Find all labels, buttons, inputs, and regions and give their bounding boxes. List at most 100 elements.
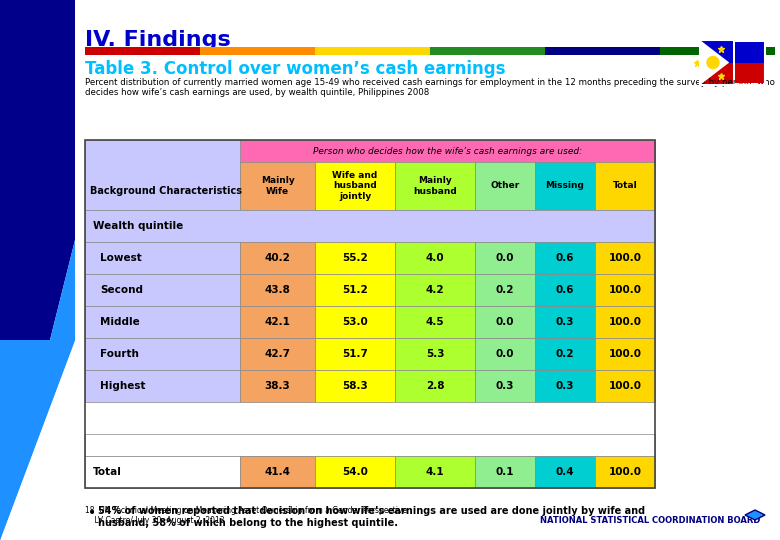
Bar: [85, 47, 200, 55]
Polygon shape: [700, 40, 729, 85]
Text: Percent distribution of currently married women age 15-49 who received cash earn: Percent distribution of currently marrie…: [85, 78, 775, 97]
Text: 100.0: 100.0: [608, 253, 641, 263]
Bar: [475, 338, 535, 370]
Bar: [700, 40, 765, 85]
Text: Wife and
husband
jointly: Wife and husband jointly: [332, 171, 378, 201]
Bar: [395, 370, 475, 402]
Text: Total: Total: [93, 468, 122, 477]
Text: 100.0: 100.0: [608, 285, 641, 295]
Bar: [660, 47, 775, 55]
Text: Fourth: Fourth: [100, 349, 139, 359]
Text: •: •: [88, 507, 96, 521]
Bar: [595, 370, 655, 402]
Text: 40.2: 40.2: [264, 253, 290, 263]
Bar: [395, 274, 475, 306]
Bar: [595, 274, 655, 306]
Bar: [85, 306, 240, 338]
Text: Background Characteristics: Background Characteristics: [90, 186, 242, 196]
Text: 42.7: 42.7: [264, 349, 290, 359]
Text: Lowest: Lowest: [100, 253, 142, 263]
Text: Mainly
husband: Mainly husband: [413, 176, 457, 195]
Bar: [475, 456, 535, 488]
Text: 100.0: 100.0: [608, 468, 641, 477]
Text: 43.8: 43.8: [264, 285, 290, 295]
Text: 0.4: 0.4: [555, 468, 574, 477]
Bar: [240, 338, 315, 370]
Bar: [315, 162, 395, 210]
Polygon shape: [0, 240, 75, 540]
Text: 0.6: 0.6: [555, 253, 574, 263]
Text: 0.3: 0.3: [496, 381, 514, 391]
Text: Mainly
Wife: Mainly Wife: [261, 176, 294, 195]
Text: 42.1: 42.1: [264, 317, 290, 327]
Text: 5.3: 5.3: [426, 349, 445, 359]
Bar: [85, 434, 655, 456]
Bar: [395, 338, 475, 370]
Bar: [240, 370, 315, 402]
Circle shape: [707, 57, 719, 69]
Text: 38.3: 38.3: [264, 381, 290, 391]
Text: 55.2: 55.2: [342, 253, 368, 263]
Text: Other: Other: [491, 181, 519, 191]
Bar: [535, 274, 595, 306]
Text: 4.1: 4.1: [426, 468, 445, 477]
Text: 0.1: 0.1: [496, 468, 514, 477]
Bar: [475, 274, 535, 306]
Bar: [595, 162, 655, 210]
Text: 0.2: 0.2: [496, 285, 514, 295]
Bar: [395, 242, 475, 274]
Bar: [315, 338, 395, 370]
Bar: [315, 47, 430, 55]
Polygon shape: [745, 510, 765, 520]
Text: 2.8: 2.8: [426, 381, 445, 391]
Bar: [595, 306, 655, 338]
Bar: [85, 274, 240, 306]
Text: 54.0: 54.0: [342, 468, 368, 477]
Text: Missing: Missing: [545, 181, 584, 191]
Bar: [700, 40, 732, 63]
Bar: [700, 63, 732, 85]
Text: 51.2: 51.2: [342, 285, 368, 295]
Bar: [200, 47, 315, 55]
Bar: [535, 242, 595, 274]
Text: 100.0: 100.0: [608, 317, 641, 327]
Text: 0.0: 0.0: [496, 253, 514, 263]
Text: 0.0: 0.0: [496, 349, 514, 359]
Bar: [395, 162, 475, 210]
Bar: [535, 306, 595, 338]
Bar: [475, 306, 535, 338]
Bar: [315, 456, 395, 488]
Bar: [85, 140, 655, 488]
Bar: [395, 306, 475, 338]
Bar: [430, 47, 545, 55]
Text: Middle: Middle: [100, 317, 140, 327]
Bar: [240, 306, 315, 338]
Bar: [315, 306, 395, 338]
Text: NATIONAL STATISTICAL COORDINATION BOARD: NATIONAL STATISTICAL COORDINATION BOARD: [540, 516, 760, 525]
Bar: [475, 242, 535, 274]
Text: 0.2: 0.2: [555, 349, 574, 359]
Bar: [85, 242, 240, 274]
Bar: [240, 162, 315, 210]
Bar: [735, 42, 765, 63]
Text: Second: Second: [100, 285, 143, 295]
Text: Highest: Highest: [100, 381, 146, 391]
Text: 51.7: 51.7: [342, 349, 368, 359]
Bar: [315, 242, 395, 274]
Text: 0.3: 0.3: [555, 317, 574, 327]
Bar: [535, 370, 595, 402]
Text: 4.2: 4.2: [426, 285, 445, 295]
Bar: [240, 456, 315, 488]
Text: 4.5: 4.5: [426, 317, 445, 327]
Bar: [315, 370, 395, 402]
Text: 100.0: 100.0: [608, 349, 641, 359]
Bar: [535, 338, 595, 370]
Bar: [535, 162, 595, 210]
Bar: [535, 456, 595, 488]
Bar: [545, 47, 660, 55]
Text: 58.3: 58.3: [342, 381, 368, 391]
Polygon shape: [0, 0, 75, 540]
Bar: [240, 140, 655, 162]
Text: Total: Total: [612, 181, 637, 191]
Text: 18  UN Technical Meeting on Measuring Asset Ownership from a Gender Perspective
: 18 UN Technical Meeting on Measuring Ass…: [85, 505, 407, 525]
